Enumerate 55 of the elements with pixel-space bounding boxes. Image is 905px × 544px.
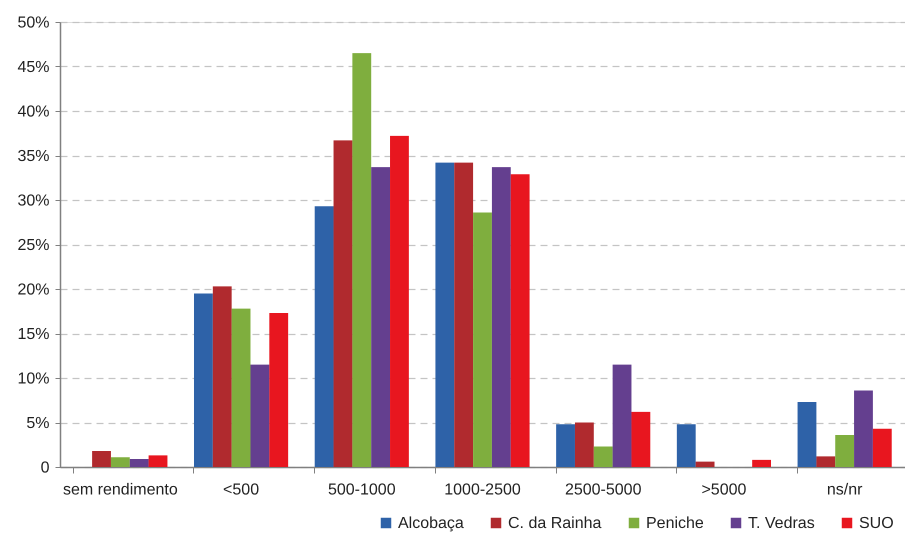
- bar: [872, 428, 892, 467]
- bar: [556, 424, 575, 467]
- bar: [435, 162, 454, 467]
- bar: [854, 390, 873, 467]
- bar: [631, 412, 650, 467]
- bar: [250, 364, 270, 467]
- bar: [269, 313, 288, 467]
- bar: [194, 293, 213, 467]
- legend-label: Peniche: [646, 515, 704, 532]
- x-tick-label: <500: [223, 482, 260, 498]
- bar: [390, 136, 409, 467]
- bar: [492, 167, 511, 467]
- bar: [612, 364, 632, 467]
- y-tick-label: 5%: [26, 415, 50, 432]
- bar: [510, 174, 530, 467]
- bar: [835, 434, 854, 467]
- bar: [798, 402, 816, 467]
- x-tick-label: >5000: [701, 482, 746, 498]
- y-tick-label: 30%: [17, 192, 50, 210]
- y-tick-label: 25%: [17, 237, 50, 254]
- bar: [696, 462, 715, 467]
- legend-label: SUO: [859, 515, 894, 532]
- bar: [676, 424, 696, 467]
- legend-label: T. Vedras: [748, 515, 815, 532]
- x-tick-label: 500-1000: [328, 482, 396, 498]
- bar: [148, 455, 168, 467]
- y-tick-label: 45%: [17, 59, 50, 76]
- legend-label: Alcobaça: [398, 515, 464, 532]
- bar: [816, 456, 836, 467]
- bar: [352, 53, 372, 467]
- y-tick-label: 0: [40, 460, 50, 476]
- bar: [212, 286, 232, 467]
- bar: [473, 212, 492, 467]
- y-tick-label: 35%: [17, 148, 50, 165]
- bar: [752, 460, 772, 467]
- legend-label: C. da Rainha: [508, 515, 602, 532]
- x-tick-label: 2500-5000: [564, 482, 642, 498]
- bar: [130, 458, 149, 467]
- bar: [334, 140, 352, 467]
- bar: [232, 308, 250, 467]
- x-tick-label: ns/nr: [826, 482, 864, 498]
- bar: [110, 457, 130, 467]
- bar: [574, 422, 594, 467]
- bar: [454, 162, 474, 467]
- bar: [314, 206, 334, 467]
- bar: [594, 446, 613, 467]
- bar: [371, 167, 390, 467]
- x-tick-label: 1000-2500: [444, 482, 521, 498]
- y-tick-label: 20%: [17, 282, 50, 298]
- y-tick-label: 15%: [17, 326, 50, 343]
- y-tick-label: 10%: [17, 370, 50, 388]
- y-tick-label: 50%: [17, 14, 50, 32]
- bar: [92, 450, 111, 467]
- y-tick-label: 40%: [17, 104, 50, 120]
- x-tick-label: sem rendimento: [63, 482, 178, 498]
